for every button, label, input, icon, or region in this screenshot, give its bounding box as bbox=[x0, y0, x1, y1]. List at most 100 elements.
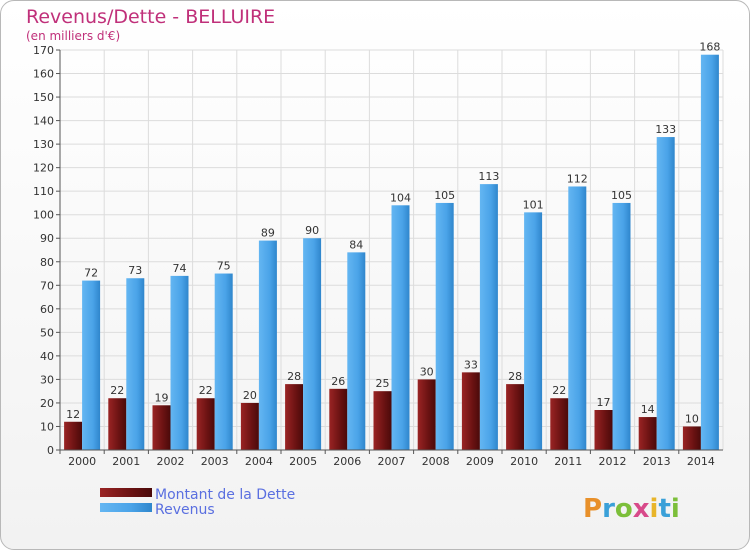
bar-revenus bbox=[435, 202, 454, 450]
x-tick-label: 2007 bbox=[378, 455, 406, 468]
y-tick-label: 10 bbox=[40, 420, 54, 433]
bar-revenus bbox=[303, 238, 322, 450]
y-tick-label: 20 bbox=[40, 397, 54, 410]
bar-revenus bbox=[214, 273, 233, 450]
data-label-debt: 28 bbox=[287, 370, 301, 383]
axes: 0 10 20 30 40 50 60 70 80 90 100 110 120 130 140 150 160… bbox=[33, 44, 723, 468]
y-tick-label: 80 bbox=[40, 256, 54, 269]
chart-subtitle: (en milliers d'€) bbox=[26, 29, 120, 43]
y-tick-label: 70 bbox=[40, 279, 54, 292]
y-tick-label: 150 bbox=[33, 91, 54, 104]
legend-label-revenus: Revenus bbox=[155, 502, 215, 518]
bars: 12 72 22 73 19 74 22 75 20 89 28 90 26 84 25 104 30 105 33… bbox=[64, 41, 720, 451]
y-tick-label: 170 bbox=[33, 44, 54, 57]
data-label-revenus: 133 bbox=[655, 123, 676, 136]
data-label-revenus: 89 bbox=[261, 227, 275, 240]
bar-debt bbox=[240, 402, 259, 450]
logo-letter: o bbox=[615, 494, 633, 524]
y-tick-label: 130 bbox=[33, 138, 54, 151]
data-label-debt: 20 bbox=[243, 389, 257, 402]
y-tick-label: 160 bbox=[33, 68, 54, 81]
data-label-debt: 17 bbox=[597, 396, 611, 409]
legend-label-debt: Montant de la Dette bbox=[155, 487, 295, 503]
data-label-debt: 10 bbox=[685, 412, 699, 425]
x-tick-label: 2014 bbox=[687, 455, 715, 468]
data-label-debt: 22 bbox=[199, 384, 213, 397]
data-label-revenus: 101 bbox=[523, 198, 544, 211]
y-tick-label: 110 bbox=[33, 185, 54, 198]
bar-revenus bbox=[170, 275, 189, 450]
data-label-debt: 28 bbox=[508, 370, 522, 383]
data-label-revenus: 84 bbox=[349, 238, 363, 251]
data-label-revenus: 112 bbox=[567, 172, 588, 185]
logo-letter: i bbox=[650, 494, 659, 524]
bar-debt bbox=[417, 379, 436, 450]
data-label-revenus: 105 bbox=[611, 189, 632, 202]
chart-title: Revenus/Dette - BELLUIRE bbox=[26, 6, 275, 28]
bar-revenus bbox=[568, 186, 587, 450]
x-tick-label: 2002 bbox=[157, 455, 185, 468]
legend-swatch-revenus bbox=[100, 503, 152, 512]
x-tick-label: 2013 bbox=[643, 455, 671, 468]
data-label-revenus: 168 bbox=[699, 41, 720, 54]
bar-debt bbox=[682, 426, 701, 450]
bar-revenus bbox=[347, 252, 366, 450]
bar-debt bbox=[373, 391, 392, 450]
bar-revenus bbox=[258, 240, 277, 450]
bar-debt bbox=[594, 410, 613, 450]
bar-debt bbox=[638, 417, 657, 450]
x-tick-label: 2005 bbox=[289, 455, 317, 468]
bar-debt bbox=[64, 421, 83, 450]
data-label-debt: 26 bbox=[331, 375, 345, 388]
y-tick-label: 50 bbox=[40, 326, 54, 339]
data-label-revenus: 72 bbox=[84, 267, 98, 280]
x-tick-label: 2003 bbox=[201, 455, 229, 468]
logo-letter: i bbox=[671, 494, 680, 524]
bar-debt bbox=[108, 398, 127, 450]
bar-debt bbox=[461, 372, 480, 450]
x-tick-label: 2009 bbox=[466, 455, 494, 468]
bar-debt bbox=[506, 384, 525, 450]
bar-revenus bbox=[700, 54, 719, 451]
x-tick-label: 2001 bbox=[112, 455, 140, 468]
data-label-debt: 33 bbox=[464, 358, 478, 371]
proxiti-logo: Proxiti bbox=[583, 494, 680, 524]
y-tick-label: 100 bbox=[33, 209, 54, 222]
data-label-debt: 19 bbox=[155, 391, 169, 404]
x-tick-label: 2004 bbox=[245, 455, 273, 468]
data-label-debt: 14 bbox=[641, 403, 655, 416]
x-tick-label: 2010 bbox=[510, 455, 538, 468]
logo-letter: x bbox=[633, 494, 650, 524]
bar-debt bbox=[196, 398, 215, 450]
y-tick-label: 30 bbox=[40, 373, 54, 386]
data-label-debt: 22 bbox=[552, 384, 566, 397]
data-label-revenus: 90 bbox=[305, 224, 319, 237]
data-label-revenus: 75 bbox=[217, 260, 231, 273]
bar-revenus bbox=[656, 137, 675, 450]
x-tick-label: 2000 bbox=[68, 455, 96, 468]
bar-debt bbox=[329, 388, 348, 450]
bar-revenus bbox=[479, 184, 498, 450]
y-tick-label: 120 bbox=[33, 162, 54, 175]
legend-swatch-debt bbox=[100, 488, 152, 497]
data-label-debt: 12 bbox=[66, 408, 80, 421]
data-label-revenus: 104 bbox=[390, 191, 411, 204]
bar-debt bbox=[152, 405, 171, 450]
y-tick-label: 140 bbox=[33, 115, 54, 128]
data-label-debt: 22 bbox=[110, 384, 124, 397]
data-label-debt: 25 bbox=[376, 377, 390, 390]
x-tick-label: 2006 bbox=[333, 455, 361, 468]
x-tick-label: 2008 bbox=[422, 455, 450, 468]
bar-debt bbox=[550, 398, 569, 450]
data-label-revenus: 105 bbox=[434, 189, 455, 202]
bar-revenus bbox=[126, 278, 145, 450]
data-label-debt: 30 bbox=[420, 365, 434, 378]
logo-letter: P bbox=[583, 494, 602, 524]
y-tick-label: 40 bbox=[40, 350, 54, 363]
data-label-revenus: 113 bbox=[478, 170, 499, 183]
bar-debt bbox=[285, 384, 304, 450]
y-tick-label: 90 bbox=[40, 232, 54, 245]
logo-letter: t bbox=[658, 494, 670, 524]
x-tick-label: 2011 bbox=[554, 455, 582, 468]
